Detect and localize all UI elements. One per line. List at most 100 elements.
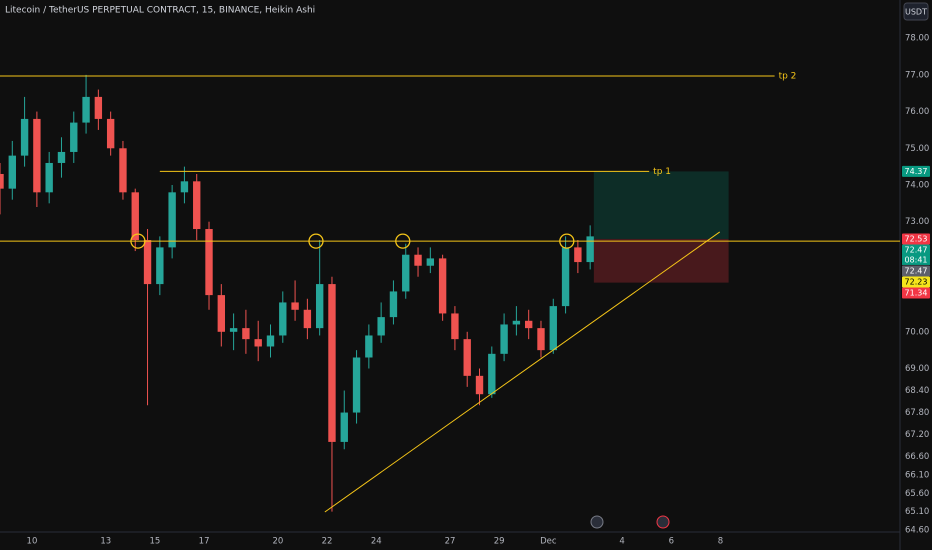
candle-body (340, 412, 348, 442)
candle-body (328, 284, 336, 442)
candle-body (205, 229, 213, 296)
y-tick-label: 65.10 (905, 507, 929, 517)
candle-body (500, 324, 508, 354)
level-label: tp 2 (779, 71, 797, 81)
countdown: 08:41 (904, 255, 927, 264)
x-tick-label: 13 (100, 537, 111, 547)
y-tick-label: 67.80 (905, 408, 929, 418)
candle-body (475, 375, 484, 395)
candle-body (193, 181, 201, 230)
candle-body (426, 258, 435, 266)
candle-body (143, 240, 152, 285)
touch-marker (395, 233, 411, 249)
level-label: tp 1 (653, 167, 671, 177)
candle-body (414, 254, 422, 266)
candle-body (537, 328, 545, 351)
candle-body (266, 335, 275, 347)
x-tick-label: 24 (371, 537, 382, 547)
profit-zone (593, 171, 729, 239)
y-tick-label: 66.10 (905, 470, 929, 480)
y-tick-label: 76.00 (905, 107, 929, 117)
candle-body (512, 320, 521, 325)
candle-body (377, 317, 385, 336)
countdown-tag (902, 254, 930, 265)
candle-body (33, 118, 41, 193)
trendline (324, 231, 721, 513)
price-tag-label: 72.23 (905, 277, 928, 286)
candle-body (315, 284, 324, 329)
loss-zone (593, 238, 729, 283)
candle-body (365, 335, 373, 358)
x-tick-label: 15 (150, 537, 161, 547)
x-tick-label: 29 (494, 537, 505, 547)
candle-body (94, 96, 103, 119)
x-tick-label: 20 (272, 537, 283, 547)
price-tag (902, 276, 930, 288)
x-tick-label: 8 (718, 537, 723, 547)
price-tag-label: 72.47 (905, 266, 928, 275)
price-tag-label: 72.53 (905, 234, 928, 243)
price-tag-label: 74.37 (905, 167, 928, 176)
candle-body (180, 181, 189, 193)
y-tick-label: 65.60 (905, 489, 929, 499)
x-tick-label: 22 (322, 537, 333, 547)
candle-body (254, 339, 262, 347)
touch-marker (308, 233, 324, 249)
candle-body (549, 306, 557, 351)
candle-body (20, 118, 29, 156)
touch-marker (559, 233, 575, 249)
price-tag (902, 287, 930, 299)
price-tag (902, 244, 930, 256)
candle-body (57, 151, 66, 163)
currency-button[interactable] (903, 2, 929, 21)
candle-body (82, 96, 90, 123)
candle-body (229, 328, 238, 332)
candle-body (574, 247, 582, 263)
y-tick-label: 64.60 (905, 526, 929, 536)
candle-body (586, 236, 594, 263)
currency[interactable]: USDT (905, 8, 927, 17)
candle-body (291, 302, 299, 310)
y-tick-label: 74.00 (905, 180, 929, 190)
candle-body (242, 328, 250, 340)
candle-body (525, 320, 533, 329)
price-tag-label: 71.34 (905, 288, 928, 297)
candle-body (119, 148, 127, 193)
y-tick-label: 73.00 (905, 217, 929, 227)
y-tick-label: 66.60 (905, 452, 929, 462)
price-tag (902, 265, 930, 277)
y-tick-label: 78.00 (905, 34, 929, 44)
candle-body (106, 118, 115, 149)
candle-body (0, 173, 4, 189)
price-tag-label: 72.47 (905, 245, 928, 254)
price-tag (902, 165, 930, 177)
price-tag (902, 233, 930, 245)
candle-body (352, 357, 361, 413)
candle-body (303, 309, 312, 329)
candle-body (389, 291, 398, 318)
candle-body (451, 313, 459, 340)
touch-marker (130, 233, 146, 249)
event-icon[interactable] (656, 515, 670, 529)
candle-body (488, 353, 496, 395)
candle-body (131, 192, 139, 241)
candle-body (463, 339, 471, 376)
candle-body (70, 122, 78, 152)
x-tick-label: 17 (199, 537, 210, 547)
x-tick-label: 10 (27, 537, 38, 547)
y-tick-label: 75.00 (905, 144, 929, 154)
x-tick-label: Dec (540, 537, 557, 547)
candle-body (279, 302, 287, 336)
candle-body (438, 258, 447, 314)
chart-title: Litecoin / TetherUS PERPETUAL CONTRACT, … (5, 6, 315, 16)
candle-body (8, 155, 16, 189)
candle-body (156, 247, 164, 285)
candle-body (217, 295, 225, 332)
event-icon[interactable] (590, 515, 604, 529)
candle-body (402, 254, 410, 292)
y-tick-label: 68.40 (905, 386, 929, 396)
y-tick-label: 69.00 (905, 364, 929, 374)
